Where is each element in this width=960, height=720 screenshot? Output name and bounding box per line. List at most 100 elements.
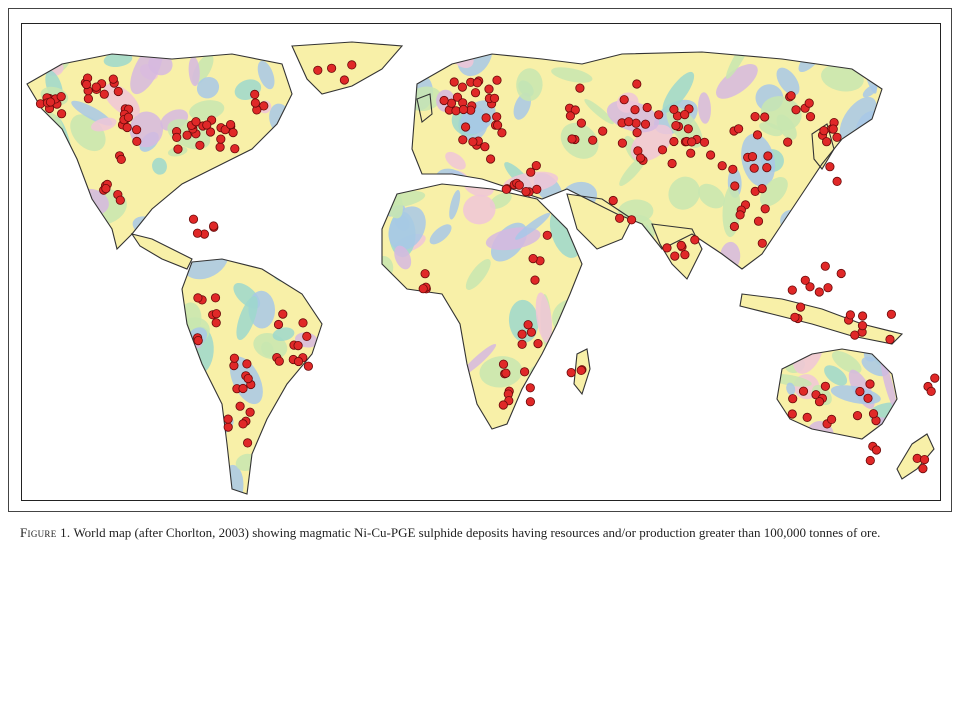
geology-patch [429,224,452,245]
deposit-marker [274,356,284,366]
deposit-marker [565,111,576,121]
deposit-marker [614,213,625,223]
geology-patch [759,122,783,137]
deposit-marker [918,463,928,474]
deposit-marker [624,117,634,127]
deposit-marker [205,127,216,137]
deposit-marker [278,309,288,319]
deposit-marker [819,126,829,136]
deposit-marker [451,106,461,116]
deposit-marker [458,104,469,115]
deposit-marker [760,204,770,214]
deposit-marker [787,409,797,419]
geology-patch [382,374,400,401]
deposit-marker [99,89,109,99]
geology-patch [516,68,543,102]
deposit-marker [525,383,535,393]
deposit-marker [717,161,727,171]
deposit-marker [804,98,814,108]
geology-patch [662,71,695,113]
deposit-marker [498,400,508,410]
deposit-marker [762,163,772,173]
deposit-marker [223,422,233,432]
deposit-marker [687,137,697,147]
geology-patch [152,157,167,175]
geology-patch [584,99,614,125]
deposit-marker [347,60,357,70]
deposit-marker [83,94,94,104]
deposit-marker [865,379,875,389]
geology-patch [196,76,220,99]
deposit-marker [182,130,192,140]
geology-patch [821,64,864,92]
deposit-marker [617,138,628,148]
deposit-marker [632,79,642,89]
deposit-marker [91,82,101,92]
deposit-marker [680,110,690,120]
geology-patch [610,242,655,269]
deposit-marker [836,268,846,279]
deposit-marker [790,312,800,322]
greenland-land [292,42,402,94]
deposit-marker [670,251,680,261]
deposit-marker [786,91,796,101]
deposit-marker [489,93,500,103]
geology-patch [410,332,427,353]
deposit-marker [298,318,308,328]
deposit-marker [788,394,798,404]
geology-patch [880,357,897,410]
coastline-layer [26,41,935,495]
geology-patch [795,247,819,269]
indonesia-land [740,294,902,344]
deposit-markers [35,60,940,474]
deposit-marker [566,367,576,378]
geology-patch [253,467,270,481]
deposit-marker [530,275,540,285]
deposit-marker [492,112,502,122]
deposit-marker [619,95,629,105]
deposit-marker [238,419,248,429]
deposit-marker [669,104,679,115]
figure-label: Figure 1. [20,525,71,540]
deposit-marker [113,86,123,97]
deposit-marker [273,319,284,330]
deposit-marker [832,176,842,186]
britain-coastline [416,93,433,123]
geology-patch [394,245,412,270]
deposit-marker [235,401,245,411]
geology-patch [668,176,700,210]
central-america-coastline [130,233,193,270]
geology-patch [402,379,434,408]
geology-patch [839,96,877,141]
figure-frame [8,8,952,512]
deposit-marker [802,412,812,422]
deposit-marker [686,148,696,158]
deposit-marker [458,135,468,145]
geology-patch [307,389,322,416]
deposit-marker [123,112,134,122]
deposit-marker [452,92,463,102]
geology-patch [206,172,231,191]
deposit-marker [705,150,716,160]
deposit-marker [845,310,856,320]
deposit-marker [211,318,221,328]
deposit-marker [470,88,481,98]
deposit-marker [528,254,538,264]
deposit-marker [885,334,895,344]
geology-patch [460,343,497,377]
deposit-marker [760,112,770,122]
geology-patch [697,183,725,209]
deposit-marker [757,238,767,248]
deposit-marker [472,78,482,88]
geology-patch [218,219,255,249]
deposit-marker [439,95,449,106]
deposit-marker [747,152,758,162]
geology-patch [776,67,800,96]
geology-patch [760,96,802,131]
deposit-marker [521,187,531,197]
geology-patch [257,60,275,90]
deposit-marker [191,117,201,127]
deposit-marker [326,63,337,73]
geology-patch [698,92,711,124]
deposit-marker [820,261,830,271]
